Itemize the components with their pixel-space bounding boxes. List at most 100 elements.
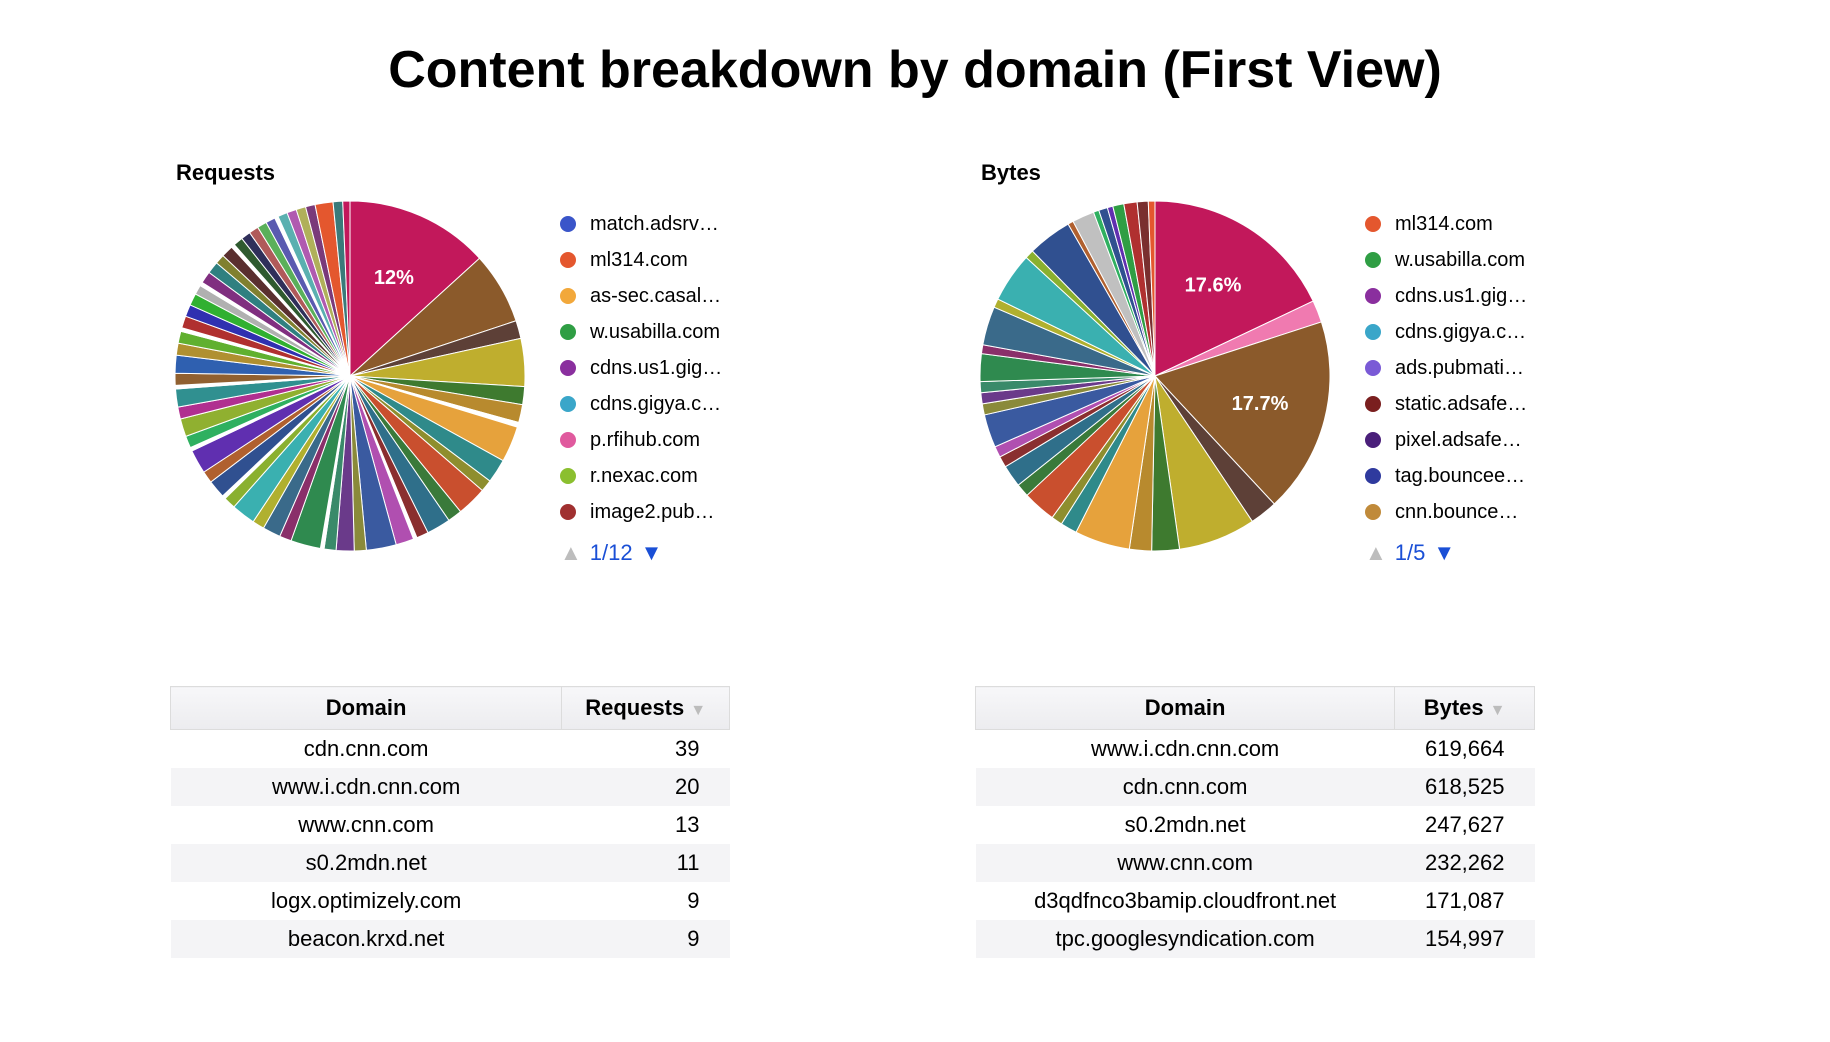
legend-item[interactable]: cdns.gigya.c… xyxy=(560,386,722,422)
bytes-chart-title: Bytes xyxy=(981,160,1660,186)
legend-swatch xyxy=(1365,468,1381,484)
pager-position: 1/12 xyxy=(590,540,633,566)
table-header[interactable]: Domain xyxy=(976,687,1395,730)
table-row: s0.2mdn.net11 xyxy=(171,844,730,882)
legend-item[interactable]: match.adsrv… xyxy=(560,206,722,242)
pager-next-icon[interactable]: ▼ xyxy=(1433,542,1455,564)
legend-label: ml314.com xyxy=(1395,213,1493,236)
pager-next-icon[interactable]: ▼ xyxy=(641,542,663,564)
legend-label: cdns.gigya.c… xyxy=(1395,321,1526,344)
table-cell-domain: www.cnn.com xyxy=(976,844,1395,882)
legend-label: pixel.adsafe… xyxy=(1395,429,1522,452)
legend-item[interactable]: pixel.adsafe… xyxy=(1365,422,1527,458)
legend-item[interactable]: ml314.com xyxy=(560,242,722,278)
table-cell-value: 232,262 xyxy=(1395,844,1535,882)
legend-label: w.usabilla.com xyxy=(1395,249,1525,272)
legend-label: cdns.us1.gig… xyxy=(590,357,722,380)
table-cell-value: 9 xyxy=(562,920,730,958)
legend-label: w.usabilla.com xyxy=(590,321,720,344)
legend-item[interactable]: w.usabilla.com xyxy=(1365,242,1527,278)
table-row: d3qdfnco3bamip.cloudfront.net171,087 xyxy=(976,882,1535,920)
table-cell-value: 171,087 xyxy=(1395,882,1535,920)
requests-legend: match.adsrv… ml314.com as-sec.casal… w.usab… xyxy=(560,206,722,566)
bytes-legend: ml314.com w.usabilla.com cdns.us1.gig… cdns… xyxy=(1365,206,1527,566)
legend-item[interactable]: image2.pub… xyxy=(560,494,722,530)
sort-desc-icon: ▼ xyxy=(1490,702,1506,719)
legend-swatch xyxy=(560,252,576,268)
legend-label: as-sec.casal… xyxy=(590,285,721,308)
legend-item[interactable]: tag.bouncee… xyxy=(1365,458,1527,494)
requests-chart-title: Requests xyxy=(176,160,855,186)
legend-swatch xyxy=(560,468,576,484)
legend-label: cdns.us1.gig… xyxy=(1395,285,1527,308)
legend-swatch xyxy=(1365,360,1381,376)
pager-position: 1/5 xyxy=(1395,540,1426,566)
pager-prev-icon[interactable]: ▲ xyxy=(560,542,582,564)
table-cell-domain: cdn.cnn.com xyxy=(976,768,1395,806)
legend-swatch xyxy=(1365,252,1381,268)
legend-label: match.adsrv… xyxy=(590,213,719,236)
legend-label: ads.pubmati… xyxy=(1395,357,1524,380)
table-cell-value: 247,627 xyxy=(1395,806,1535,844)
legend-label: p.rfihub.com xyxy=(590,429,700,452)
pie-slice-label: 12% xyxy=(374,267,414,289)
legend-swatch xyxy=(1365,288,1381,304)
legend-item[interactable]: w.usabilla.com xyxy=(560,314,722,350)
table-cell-domain: s0.2mdn.net xyxy=(171,844,562,882)
table-header[interactable]: Bytes▼ xyxy=(1395,687,1535,730)
legend-label: r.nexac.com xyxy=(590,465,698,488)
legend-item[interactable]: p.rfihub.com xyxy=(560,422,722,458)
legend-item[interactable]: cdns.us1.gig… xyxy=(560,350,722,386)
table-row: cdn.cnn.com39 xyxy=(171,730,730,769)
legend-swatch xyxy=(1365,504,1381,520)
legend-label: tag.bouncee… xyxy=(1395,465,1525,488)
legend-item[interactable]: cdns.us1.gig… xyxy=(1365,278,1527,314)
legend-item[interactable]: as-sec.casal… xyxy=(560,278,722,314)
legend-swatch xyxy=(1365,216,1381,232)
legend-swatch xyxy=(560,216,576,232)
table-cell-value: 9 xyxy=(562,882,730,920)
pager-prev-icon[interactable]: ▲ xyxy=(1365,542,1387,564)
legend-item[interactable]: cnn.bounce… xyxy=(1365,494,1527,530)
legend-item[interactable]: static.adsafe… xyxy=(1365,386,1527,422)
table-header[interactable]: Requests▼ xyxy=(562,687,730,730)
legend-swatch xyxy=(560,360,576,376)
table-cell-value: 619,664 xyxy=(1395,730,1535,769)
table-cell-domain: www.i.cdn.cnn.com xyxy=(171,768,562,806)
table-row: logx.optimizely.com9 xyxy=(171,882,730,920)
table-row: www.i.cdn.cnn.com20 xyxy=(171,768,730,806)
table-cell-domain: cdn.cnn.com xyxy=(171,730,562,769)
requests-pie-chart: 12% xyxy=(170,196,530,556)
legend-swatch xyxy=(560,504,576,520)
table-cell-domain: www.cnn.com xyxy=(171,806,562,844)
table-cell-domain: d3qdfnco3bamip.cloudfront.net xyxy=(976,882,1395,920)
table-cell-value: 13 xyxy=(562,806,730,844)
legend-label: cdns.gigya.c… xyxy=(590,393,721,416)
legend-item[interactable]: cdns.gigya.c… xyxy=(1365,314,1527,350)
table-cell-value: 39 xyxy=(562,730,730,769)
legend-swatch xyxy=(560,432,576,448)
requests-table: DomainRequests▼cdn.cnn.com39www.i.cdn.cn… xyxy=(170,686,730,958)
pie-slice-label: 17.7% xyxy=(1232,393,1289,415)
table-cell-value: 154,997 xyxy=(1395,920,1535,958)
legend-item[interactable]: r.nexac.com xyxy=(560,458,722,494)
legend-swatch xyxy=(1365,432,1381,448)
table-cell-domain: logx.optimizely.com xyxy=(171,882,562,920)
table-row: www.cnn.com232,262 xyxy=(976,844,1535,882)
legend-label: static.adsafe… xyxy=(1395,393,1527,416)
table-row: tpc.googlesyndication.com154,997 xyxy=(976,920,1535,958)
table-cell-value: 618,525 xyxy=(1395,768,1535,806)
pie-slice-label: 17.6% xyxy=(1185,274,1242,296)
table-row: beacon.krxd.net9 xyxy=(171,920,730,958)
legend-item[interactable]: ml314.com xyxy=(1365,206,1527,242)
legend-item[interactable]: ads.pubmati… xyxy=(1365,350,1527,386)
legend-swatch xyxy=(1365,396,1381,412)
table-cell-value: 11 xyxy=(562,844,730,882)
table-header[interactable]: Domain xyxy=(171,687,562,730)
table-cell-domain: tpc.googlesyndication.com xyxy=(976,920,1395,958)
bytes-pie-chart: 17.6% 17.7% xyxy=(975,196,1335,556)
legend-swatch xyxy=(1365,324,1381,340)
legend-label: ml314.com xyxy=(590,249,688,272)
table-cell-domain: beacon.krxd.net xyxy=(171,920,562,958)
table-row: www.i.cdn.cnn.com619,664 xyxy=(976,730,1535,769)
